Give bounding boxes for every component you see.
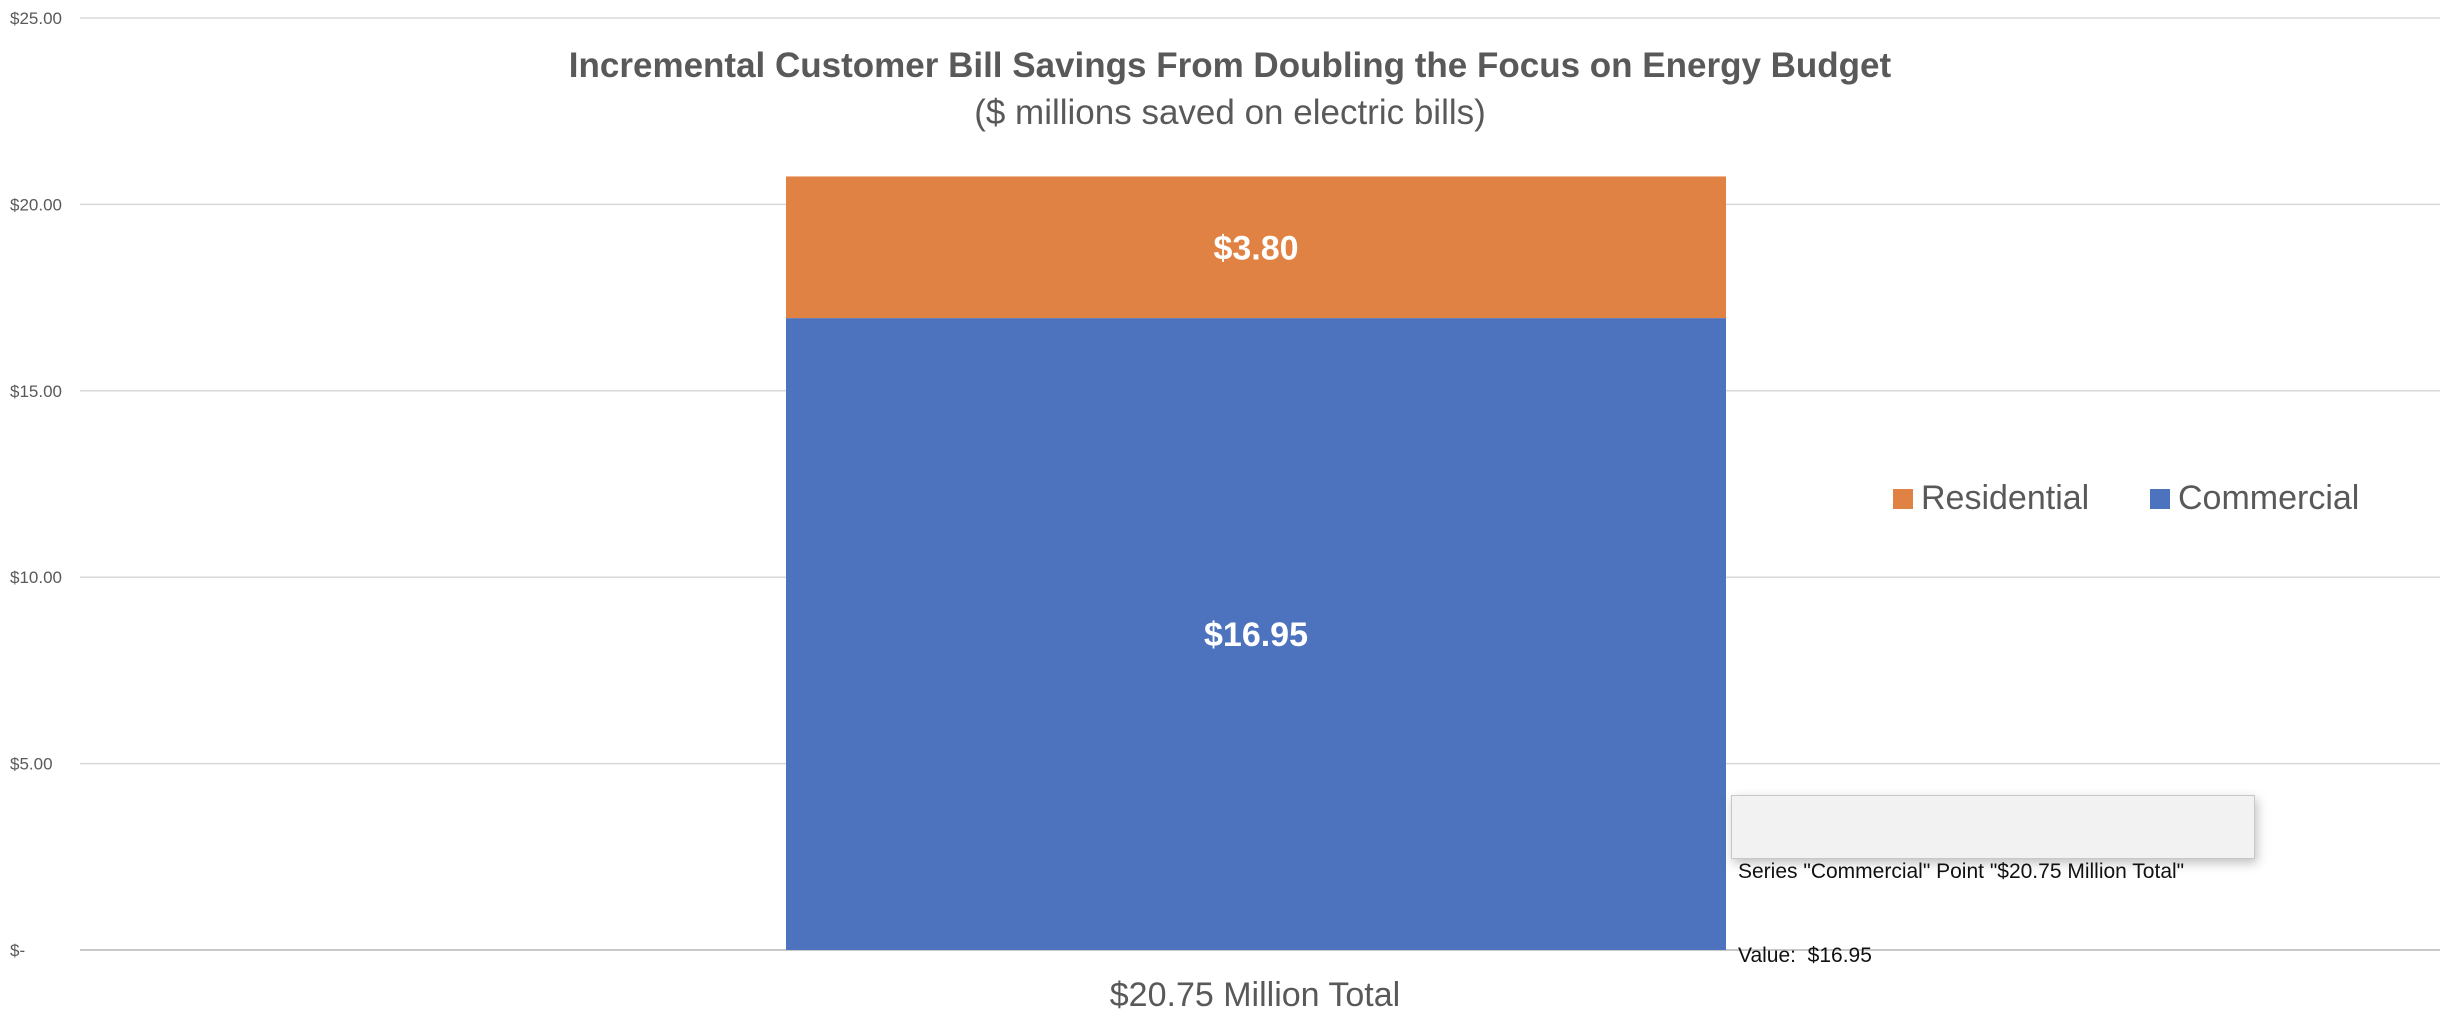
- x-category-label: $20.75 Million Total: [1110, 976, 1400, 1014]
- y-tick-label: $-: [10, 941, 25, 960]
- legend-label-residential[interactable]: Residential: [1921, 479, 2089, 517]
- y-tick-label: $15.00: [10, 382, 62, 401]
- chart-subtitle: ($ millions saved on electric bills): [974, 93, 1486, 132]
- y-tick-label: $20.00: [10, 195, 62, 214]
- legend-label-commercial[interactable]: Commercial: [2178, 479, 2359, 517]
- legend[interactable]: Residential Commercial: [1893, 479, 2359, 517]
- data-labels: $16.95 $3.80: [1204, 229, 1308, 654]
- bar-segment-residential[interactable]: [786, 176, 1726, 319]
- tooltip-value-line: Value: $16.95: [1738, 944, 1872, 967]
- bars[interactable]: [786, 176, 1726, 950]
- legend-swatch-residential: [1893, 489, 1913, 509]
- y-axis: $- $5.00 $10.00 $15.00 $20.00 $25.00: [10, 9, 62, 960]
- legend-swatch-commercial: [2150, 489, 2170, 509]
- chart-title: Incremental Customer Bill Savings From D…: [569, 46, 1892, 85]
- y-tick-label: $25.00: [10, 9, 62, 28]
- data-label-residential: $3.80: [1213, 229, 1298, 267]
- x-axis: $20.75 Million Total: [1110, 976, 1400, 1014]
- bar-segment-commercial[interactable]: [786, 318, 1726, 950]
- y-tick-label: $5.00: [10, 755, 53, 774]
- tooltip-series-line: Series "Commercial" Point "$20.75 Millio…: [1738, 860, 2185, 883]
- data-label-commercial: $16.95: [1204, 616, 1308, 654]
- y-tick-label: $10.00: [10, 568, 62, 587]
- hover-tooltip: Series "Commercial" Point "$20.75 Millio…: [1731, 795, 2255, 967]
